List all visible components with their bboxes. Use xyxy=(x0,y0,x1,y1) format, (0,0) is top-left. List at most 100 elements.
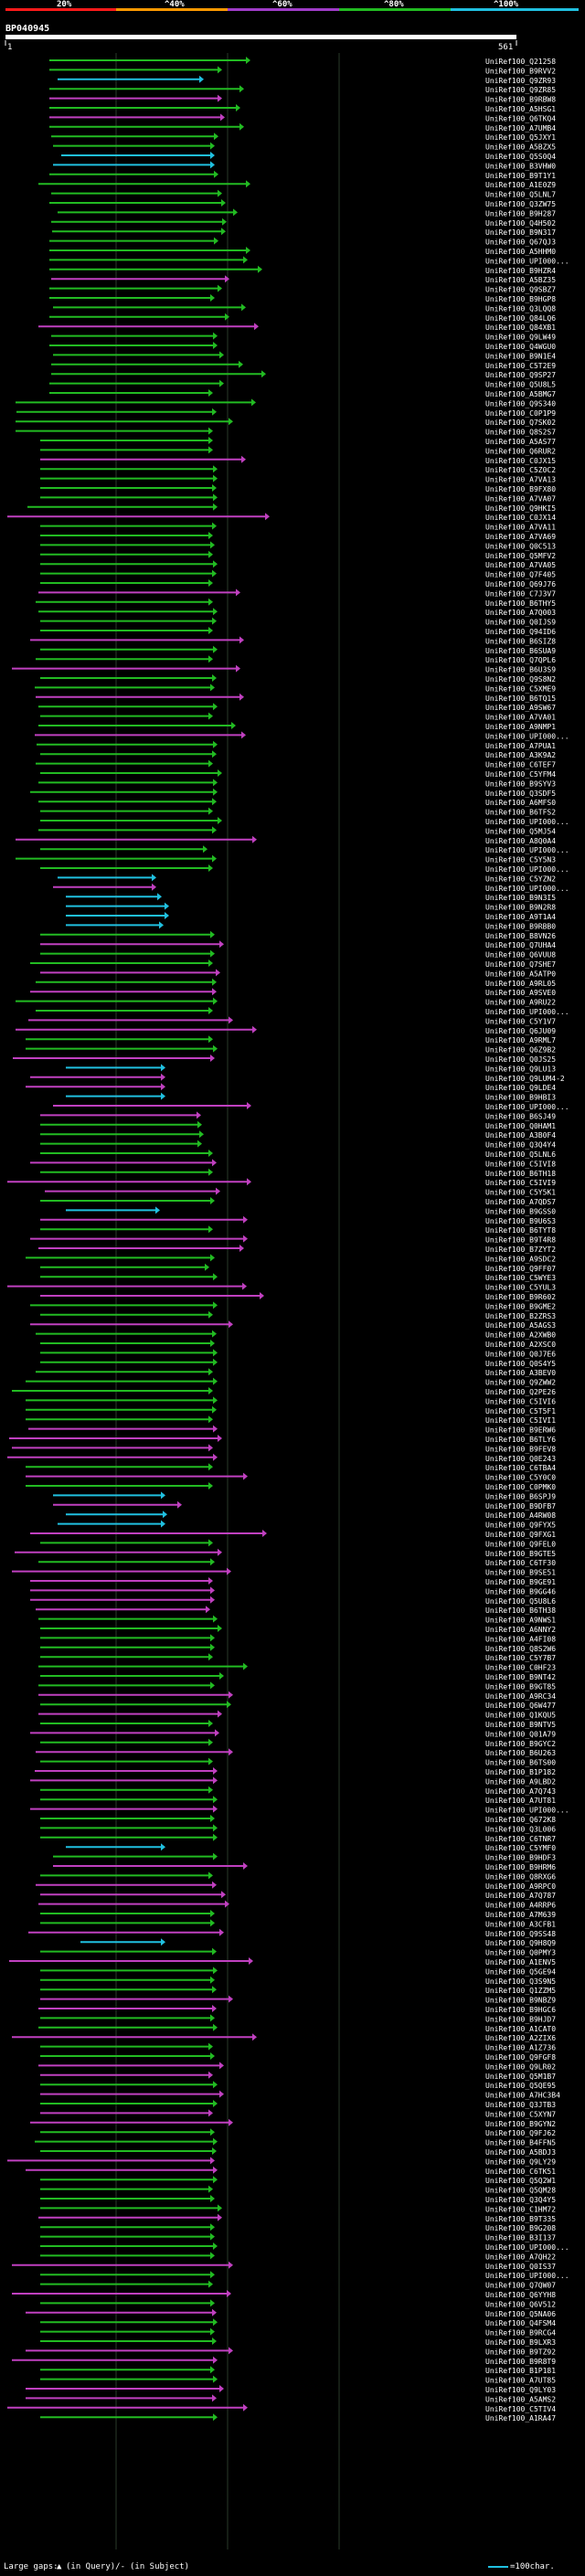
hit-label[interactable]: UniRef100_C5Y0C0 xyxy=(485,1474,556,1482)
hit-row[interactable]: UniRef100_A3B0F4 xyxy=(40,1130,556,1140)
hit-label[interactable]: UniRef100_B9NTV5 xyxy=(485,1721,556,1729)
hit-row[interactable]: UniRef100_B9HGC6 xyxy=(38,2005,556,2014)
hit-label[interactable]: UniRef100_B9RBB0 xyxy=(485,922,556,930)
hit-row[interactable]: UniRef100_Q9HKI5 xyxy=(27,503,556,513)
hit-label[interactable]: UniRef100_Q3LQQ8 xyxy=(485,304,556,313)
hit-label[interactable]: UniRef100_Q9SBZ7 xyxy=(485,286,556,294)
hit-label[interactable]: UniRef100_B6SIZ8 xyxy=(485,637,556,645)
hit-row[interactable]: UniRef100_Q5U8L5 xyxy=(49,379,556,389)
hit-label[interactable]: UniRef100_Q672K8 xyxy=(485,1816,556,1824)
hit-row[interactable]: UniRef100_Q9FYX5 xyxy=(58,1520,556,1530)
hit-row[interactable]: UniRef100_B9T335 xyxy=(38,2213,556,2223)
hit-row[interactable]: UniRef100_Q3Q4Y4 xyxy=(40,1140,556,1150)
hit-row[interactable]: UniRef100_Q3Q4Y5 xyxy=(40,2195,556,2204)
hit-label[interactable]: UniRef100_A3K9A2 xyxy=(485,751,556,759)
hit-label[interactable]: UniRef100_Q0PMY3 xyxy=(485,1949,556,1957)
hit-label[interactable]: UniRef100_B6TFS2 xyxy=(485,809,556,817)
hit-label[interactable]: UniRef100_A4RRP6 xyxy=(485,1902,556,1910)
hit-label[interactable]: UniRef100_Q9SP27 xyxy=(485,371,556,379)
hit-label[interactable]: UniRef100_A9RML7 xyxy=(485,1036,556,1044)
hit-row[interactable]: UniRef100_UPI000... xyxy=(53,883,569,893)
hit-row[interactable]: UniRef100_B9NT42 xyxy=(40,1672,556,1681)
hit-row[interactable]: UniRef100_Q9SP27 xyxy=(51,370,556,379)
hit-row[interactable]: UniRef100_Q5LNL6 xyxy=(40,1150,556,1159)
hit-row[interactable]: UniRef100_Q9LUM4-2 xyxy=(30,1073,565,1083)
hit-row[interactable]: UniRef100_B6SUA9 xyxy=(40,645,556,655)
hit-label[interactable]: UniRef100_B6SUA9 xyxy=(485,647,556,655)
hit-row[interactable]: UniRef100_B9GYC2 xyxy=(40,1738,556,1748)
hit-row[interactable]: UniRef100_A7VA11 xyxy=(40,522,556,532)
hit-label[interactable]: UniRef100_Q9LR02 xyxy=(485,2062,556,2071)
hit-row[interactable]: UniRef100_B6U3S9 xyxy=(12,664,556,674)
hit-label[interactable]: UniRef100_A9RPC0 xyxy=(485,1882,556,1891)
hit-row[interactable]: UniRef100_A7HC3B4 xyxy=(40,2090,560,2100)
hit-label[interactable]: UniRef100_A9NWS1 xyxy=(485,1617,556,1625)
hit-label[interactable]: UniRef100_Q5LNL7 xyxy=(485,191,556,199)
hit-row[interactable]: UniRef100_C5YUL3 xyxy=(7,1282,556,1292)
hit-row[interactable]: UniRef100_B9N2R8 xyxy=(66,902,556,912)
hit-row[interactable]: UniRef100_Q3L006 xyxy=(40,1824,556,1833)
hit-label[interactable]: UniRef100_B9N2R8 xyxy=(485,904,556,912)
hit-label[interactable]: UniRef100_B9SYV3 xyxy=(485,779,556,788)
hit-row[interactable]: UniRef100_A9SDC2 xyxy=(26,1254,556,1263)
hit-label[interactable]: UniRef100_A5ATP0 xyxy=(485,970,556,978)
hit-label[interactable]: UniRef100_C5Y1V7 xyxy=(485,1017,556,1025)
hit-label[interactable]: UniRef100_UPI000... xyxy=(485,818,569,826)
hit-row[interactable]: UniRef100_B9R602 xyxy=(40,1292,556,1301)
hit-label[interactable]: UniRef100_B9N317 xyxy=(485,228,556,237)
hit-label[interactable]: UniRef100_C7J3V7 xyxy=(485,589,556,598)
hit-row[interactable]: UniRef100_B6TS00 xyxy=(40,1757,556,1767)
hit-label[interactable]: UniRef100_Q5MJ54 xyxy=(485,827,556,835)
hit-label[interactable]: UniRef100_B6TQ15 xyxy=(485,694,556,703)
hit-label[interactable]: UniRef100_C0JX14 xyxy=(485,514,556,522)
hit-label[interactable]: UniRef100_UPI000... xyxy=(485,885,569,893)
hit-label[interactable]: UniRef100_B9SE51 xyxy=(485,1569,556,1577)
hit-row[interactable]: UniRef100_Q6TKQ4 xyxy=(49,113,556,122)
hit-label[interactable]: UniRef100_A1RA47 xyxy=(485,2414,556,2422)
hit-label[interactable]: UniRef100_A7VA01 xyxy=(485,714,556,722)
hit-label[interactable]: UniRef100_Q3Q4Y4 xyxy=(485,1141,556,1150)
hit-row[interactable]: UniRef100_B6TH38 xyxy=(36,1606,556,1615)
hit-row[interactable]: UniRef100_C5Y5K1 xyxy=(45,1187,556,1197)
hit-row[interactable]: UniRef100_B9GME2 xyxy=(30,1301,556,1310)
hit-row[interactable]: UniRef100_Q7QW07 xyxy=(40,2280,556,2290)
hit-row[interactable]: UniRef100_B6TYT8 xyxy=(40,1225,556,1235)
hit-row[interactable]: UniRef100_Q9H8Q9 xyxy=(80,1938,556,1947)
hit-row[interactable]: UniRef100_A4RW08 xyxy=(66,1511,556,1520)
hit-row[interactable]: UniRef100_C1HM72 xyxy=(40,2204,556,2213)
hit-label[interactable]: UniRef100_C5Y5K1 xyxy=(485,1189,556,1197)
hit-row[interactable]: UniRef100_Q9LDE4 xyxy=(26,1083,556,1092)
hit-label[interactable]: UniRef100_Q3Q4Y5 xyxy=(485,2196,556,2204)
hit-row[interactable]: UniRef100_B9RCG4 xyxy=(40,2327,556,2337)
hit-row[interactable]: UniRef100_A9RL05 xyxy=(36,978,556,988)
hit-row[interactable]: UniRef100_A7VA05 xyxy=(40,560,556,569)
hit-row[interactable]: UniRef100_A1E0Z9 xyxy=(38,180,556,189)
hit-label[interactable]: UniRef100_A9RU22 xyxy=(485,999,556,1007)
hit-label[interactable]: UniRef100_C1HM72 xyxy=(485,2205,556,2213)
hit-label[interactable]: UniRef100_B9RVV2 xyxy=(485,67,556,75)
hit-label[interactable]: UniRef100_Q9LY29 xyxy=(485,2157,556,2166)
hit-row[interactable]: UniRef100_A7QDS7 xyxy=(40,1197,556,1206)
hit-row[interactable]: UniRef100_B9NBZ9 xyxy=(40,1995,556,2005)
hit-label[interactable]: UniRef100_C5IVI1 xyxy=(485,1416,556,1425)
hit-label[interactable]: UniRef100_Q9SS48 xyxy=(485,1930,556,1938)
hit-row[interactable]: UniRef100_Q0J7E6 xyxy=(40,1349,556,1358)
hit-label[interactable]: UniRef100_B6TH38 xyxy=(485,1606,556,1615)
hit-label[interactable]: UniRef100_B9GTE5 xyxy=(485,1550,556,1558)
hit-row[interactable]: UniRef100_A9RPC0 xyxy=(36,1881,556,1891)
hit-row[interactable]: UniRef100_A5AGS3 xyxy=(30,1320,556,1330)
hit-row[interactable]: UniRef100_B6THY5 xyxy=(36,598,556,608)
hit-label[interactable]: UniRef100_A1Z736 xyxy=(485,2044,556,2052)
hit-row[interactable]: UniRef100_A3CFB1 xyxy=(40,1919,556,1928)
hit-label[interactable]: UniRef100_A7UT81 xyxy=(485,1797,556,1805)
hit-label[interactable]: UniRef100_Q9ZR85 xyxy=(485,86,556,94)
hit-label[interactable]: UniRef100_B9GSS0 xyxy=(485,1207,556,1215)
hit-row[interactable]: UniRef100_Q4FSM4 xyxy=(40,2318,556,2327)
hit-label[interactable]: UniRef100_Q69J76 xyxy=(485,580,556,588)
hit-label[interactable]: UniRef100_Q8S2W6 xyxy=(485,1645,556,1653)
hit-row[interactable]: UniRef100_Q6VUU8 xyxy=(40,949,556,959)
hit-row[interactable]: UniRef100_A5BZ35 xyxy=(51,275,556,284)
hit-label[interactable]: UniRef100_A1E0Z9 xyxy=(485,181,556,189)
hit-row[interactable]: UniRef100_A1RA47 xyxy=(40,2413,556,2422)
hit-row[interactable]: UniRef100_Q6YYH8 xyxy=(12,2290,556,2299)
